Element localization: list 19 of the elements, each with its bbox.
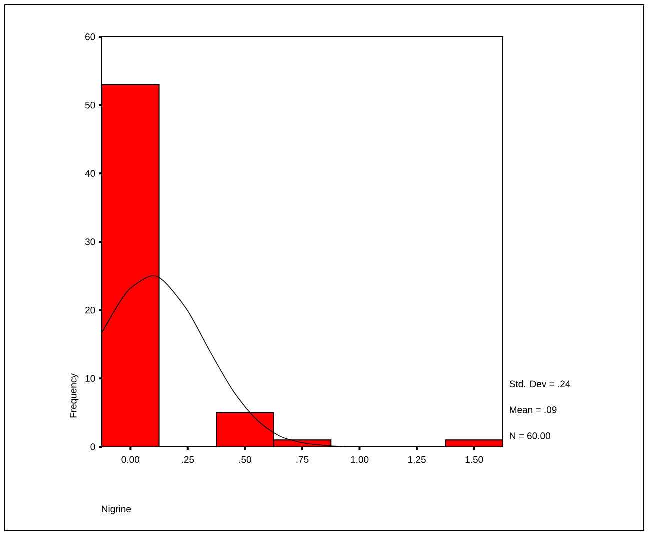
x-tick-label: 1.00 xyxy=(351,456,369,464)
y-axis-title: Frequency xyxy=(70,374,79,418)
x-tick-label: 0.00 xyxy=(122,456,140,464)
text: Mean = .09 xyxy=(510,406,557,414)
x-tick-label: 1.50 xyxy=(466,456,484,464)
y-tick-label: 20 xyxy=(86,306,96,314)
y-tick-label: 40 xyxy=(85,170,96,178)
x-tick-label: .75 xyxy=(296,456,309,463)
y-tick-label: 50 xyxy=(85,102,96,109)
x-tick-label: 1.25 xyxy=(408,456,426,464)
x-axis-title: Nigrine xyxy=(102,506,132,514)
text: Std. Dev = .24 xyxy=(510,380,570,388)
text: N = 60.00 xyxy=(510,432,550,440)
x-tick-label: .50 xyxy=(239,456,252,464)
y-tick-label: 30 xyxy=(85,238,96,246)
y-tick-label: 60 xyxy=(86,34,96,40)
y-tick-label: 0 xyxy=(90,444,96,450)
x-tick-label: .25 xyxy=(182,456,194,464)
y-tick-label: 10 xyxy=(86,375,96,382)
